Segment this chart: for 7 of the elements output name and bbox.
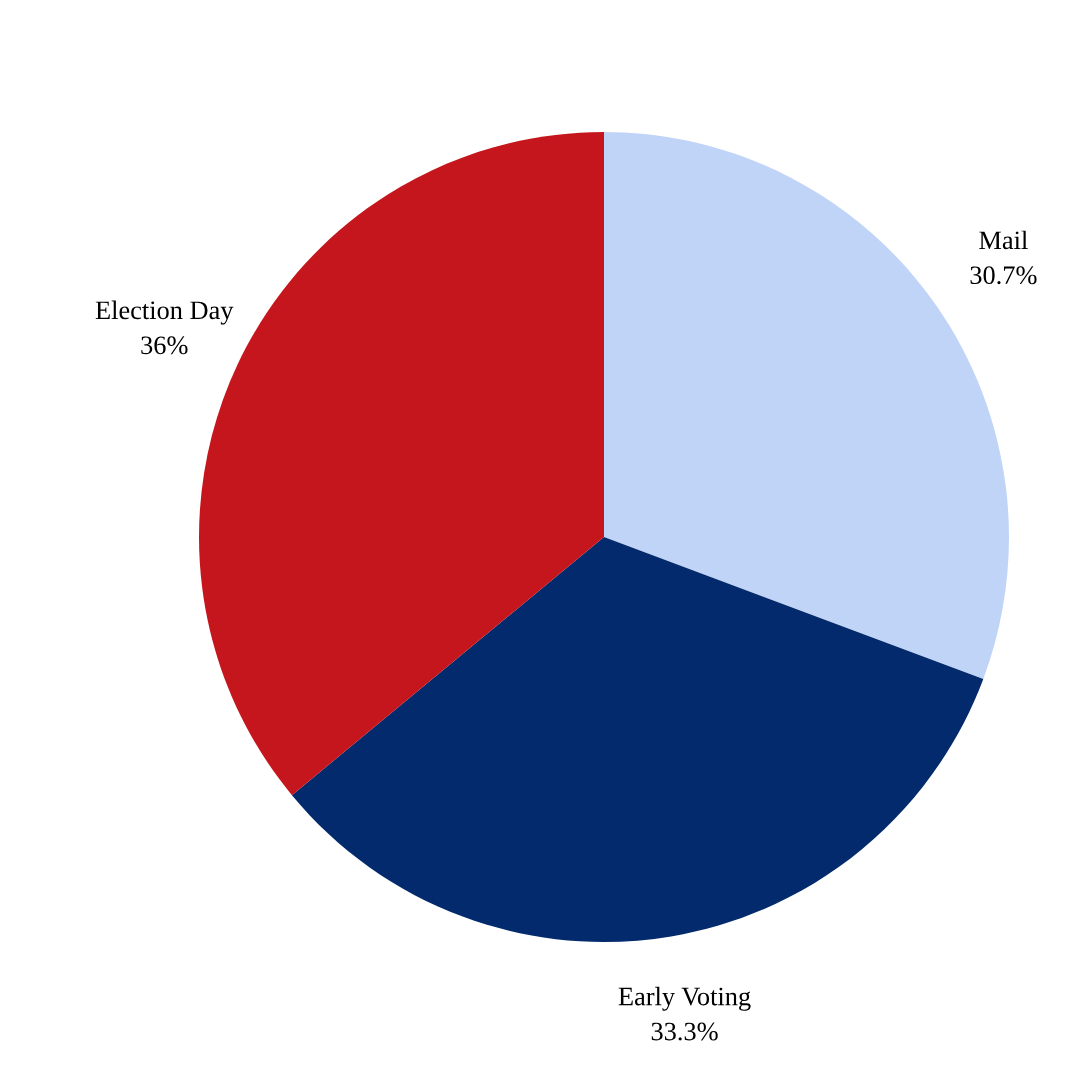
pie-slice — [291, 537, 984, 942]
data-label: 30.7% — [970, 266, 1037, 285]
data-label: 33.3% — [651, 1022, 718, 1041]
data-label: 36% — [141, 336, 188, 355]
slice-label: Early Voting — [618, 986, 751, 1011]
slice-label: Election Day — [95, 300, 234, 325]
slice-label: Mail — [979, 230, 1028, 250]
